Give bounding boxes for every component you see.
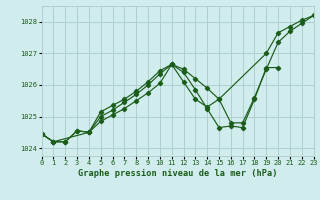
X-axis label: Graphe pression niveau de la mer (hPa): Graphe pression niveau de la mer (hPa) bbox=[78, 169, 277, 178]
